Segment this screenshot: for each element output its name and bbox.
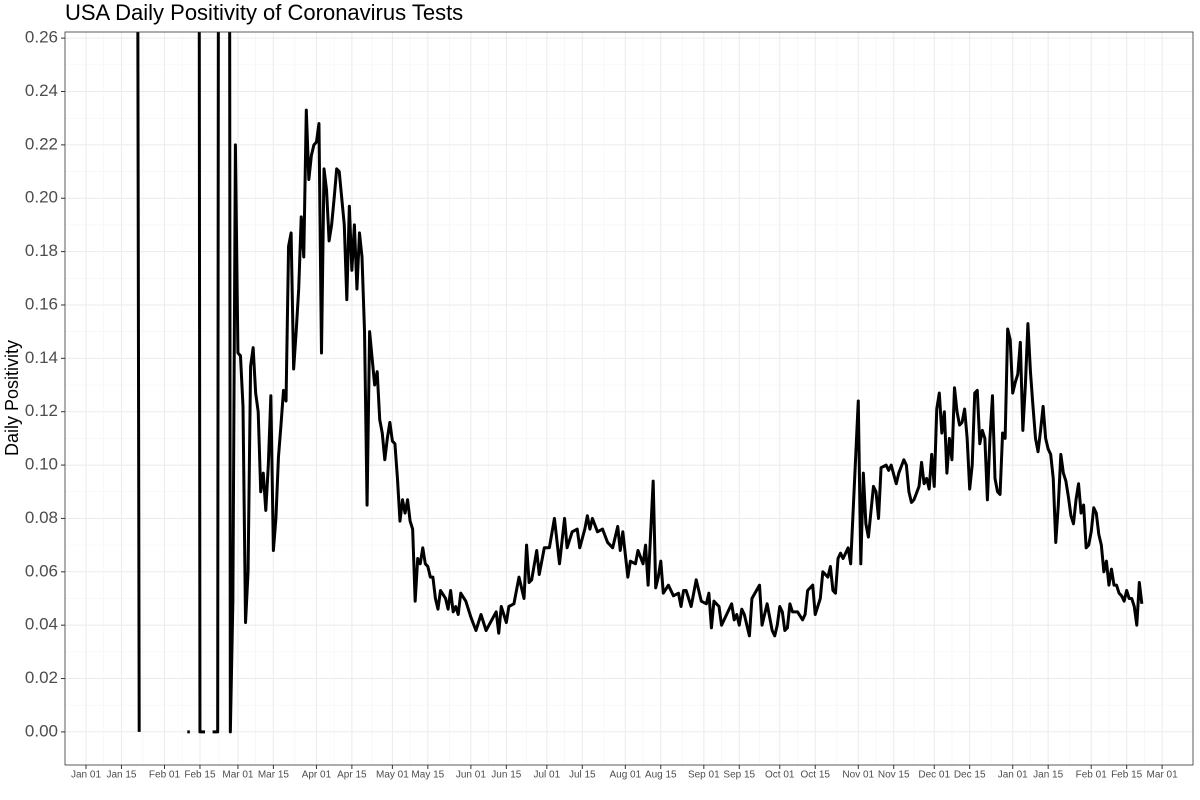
y-tick-label: 0.02 <box>25 668 58 687</box>
y-tick-label: 0.06 <box>25 561 58 580</box>
y-tick-label: 0.18 <box>25 241 58 260</box>
chart-title: USA Daily Positivity of Coronavirus Test… <box>65 0 463 25</box>
x-tick-label: Jun 15 <box>491 770 521 781</box>
marks <box>136 32 1144 734</box>
x-tick-label: Nov 01 <box>842 770 874 781</box>
y-tick-label: 0.08 <box>25 508 58 527</box>
x-tick-label: Feb 15 <box>1111 770 1143 781</box>
x-tick-label: Apr 01 <box>302 770 332 781</box>
x-tick-label: Mar 01 <box>222 770 254 781</box>
x-tick-label: Sep 15 <box>723 770 755 781</box>
x-tick-label: Jan 15 <box>106 770 136 781</box>
x-tick-label: Feb 15 <box>184 770 216 781</box>
x-tick-label: Aug 15 <box>645 770 677 781</box>
y-tick-label: 0.00 <box>25 721 58 740</box>
x-tick-label: Jan 01 <box>71 770 101 781</box>
plot-border <box>64 31 1194 766</box>
y-tick-label: 0.24 <box>25 81 58 100</box>
x-tick-label: Jan 01 <box>998 770 1028 781</box>
x-tick-label: Jun 01 <box>456 770 486 781</box>
y-tick-label: 0.12 <box>25 401 58 420</box>
x-tick-label: Jul 01 <box>533 770 560 781</box>
x-tick-label: Oct 15 <box>800 770 830 781</box>
x-tick-label: Feb 01 <box>1076 770 1108 781</box>
y-tick-label: 0.14 <box>25 348 58 367</box>
x-tick-label: May 01 <box>376 770 409 781</box>
y-tick-label: 0.20 <box>25 188 58 207</box>
x-tick-label: Dec 15 <box>954 770 986 781</box>
x-tick-label: Jan 15 <box>1033 770 1063 781</box>
x-tick-label: Mar 15 <box>258 770 290 781</box>
x-tick-label: Sep 01 <box>688 770 720 781</box>
x-tick-label: Apr 15 <box>337 770 367 781</box>
x-tick-label: Dec 01 <box>918 770 950 781</box>
x-tick-label: May 15 <box>411 770 444 781</box>
y-tick-label: 0.22 <box>25 134 58 153</box>
y-tick-label: 0.16 <box>25 294 58 313</box>
data-line <box>136 32 1144 734</box>
y-tick-label: 0.26 <box>25 28 58 47</box>
x-tick-label: Feb 01 <box>149 770 181 781</box>
x-tick-label: Jul 15 <box>569 770 596 781</box>
x-tick-label: Aug 01 <box>609 770 641 781</box>
x-tick-label: Oct 01 <box>765 770 795 781</box>
y-tick-label: 0.10 <box>25 455 58 474</box>
y-tick-label: 0.04 <box>25 615 58 634</box>
x-tick-label: Mar 01 <box>1147 770 1179 781</box>
y-axis-label: Daily Positivity <box>2 340 22 456</box>
x-tick-label: Nov 15 <box>878 770 910 781</box>
